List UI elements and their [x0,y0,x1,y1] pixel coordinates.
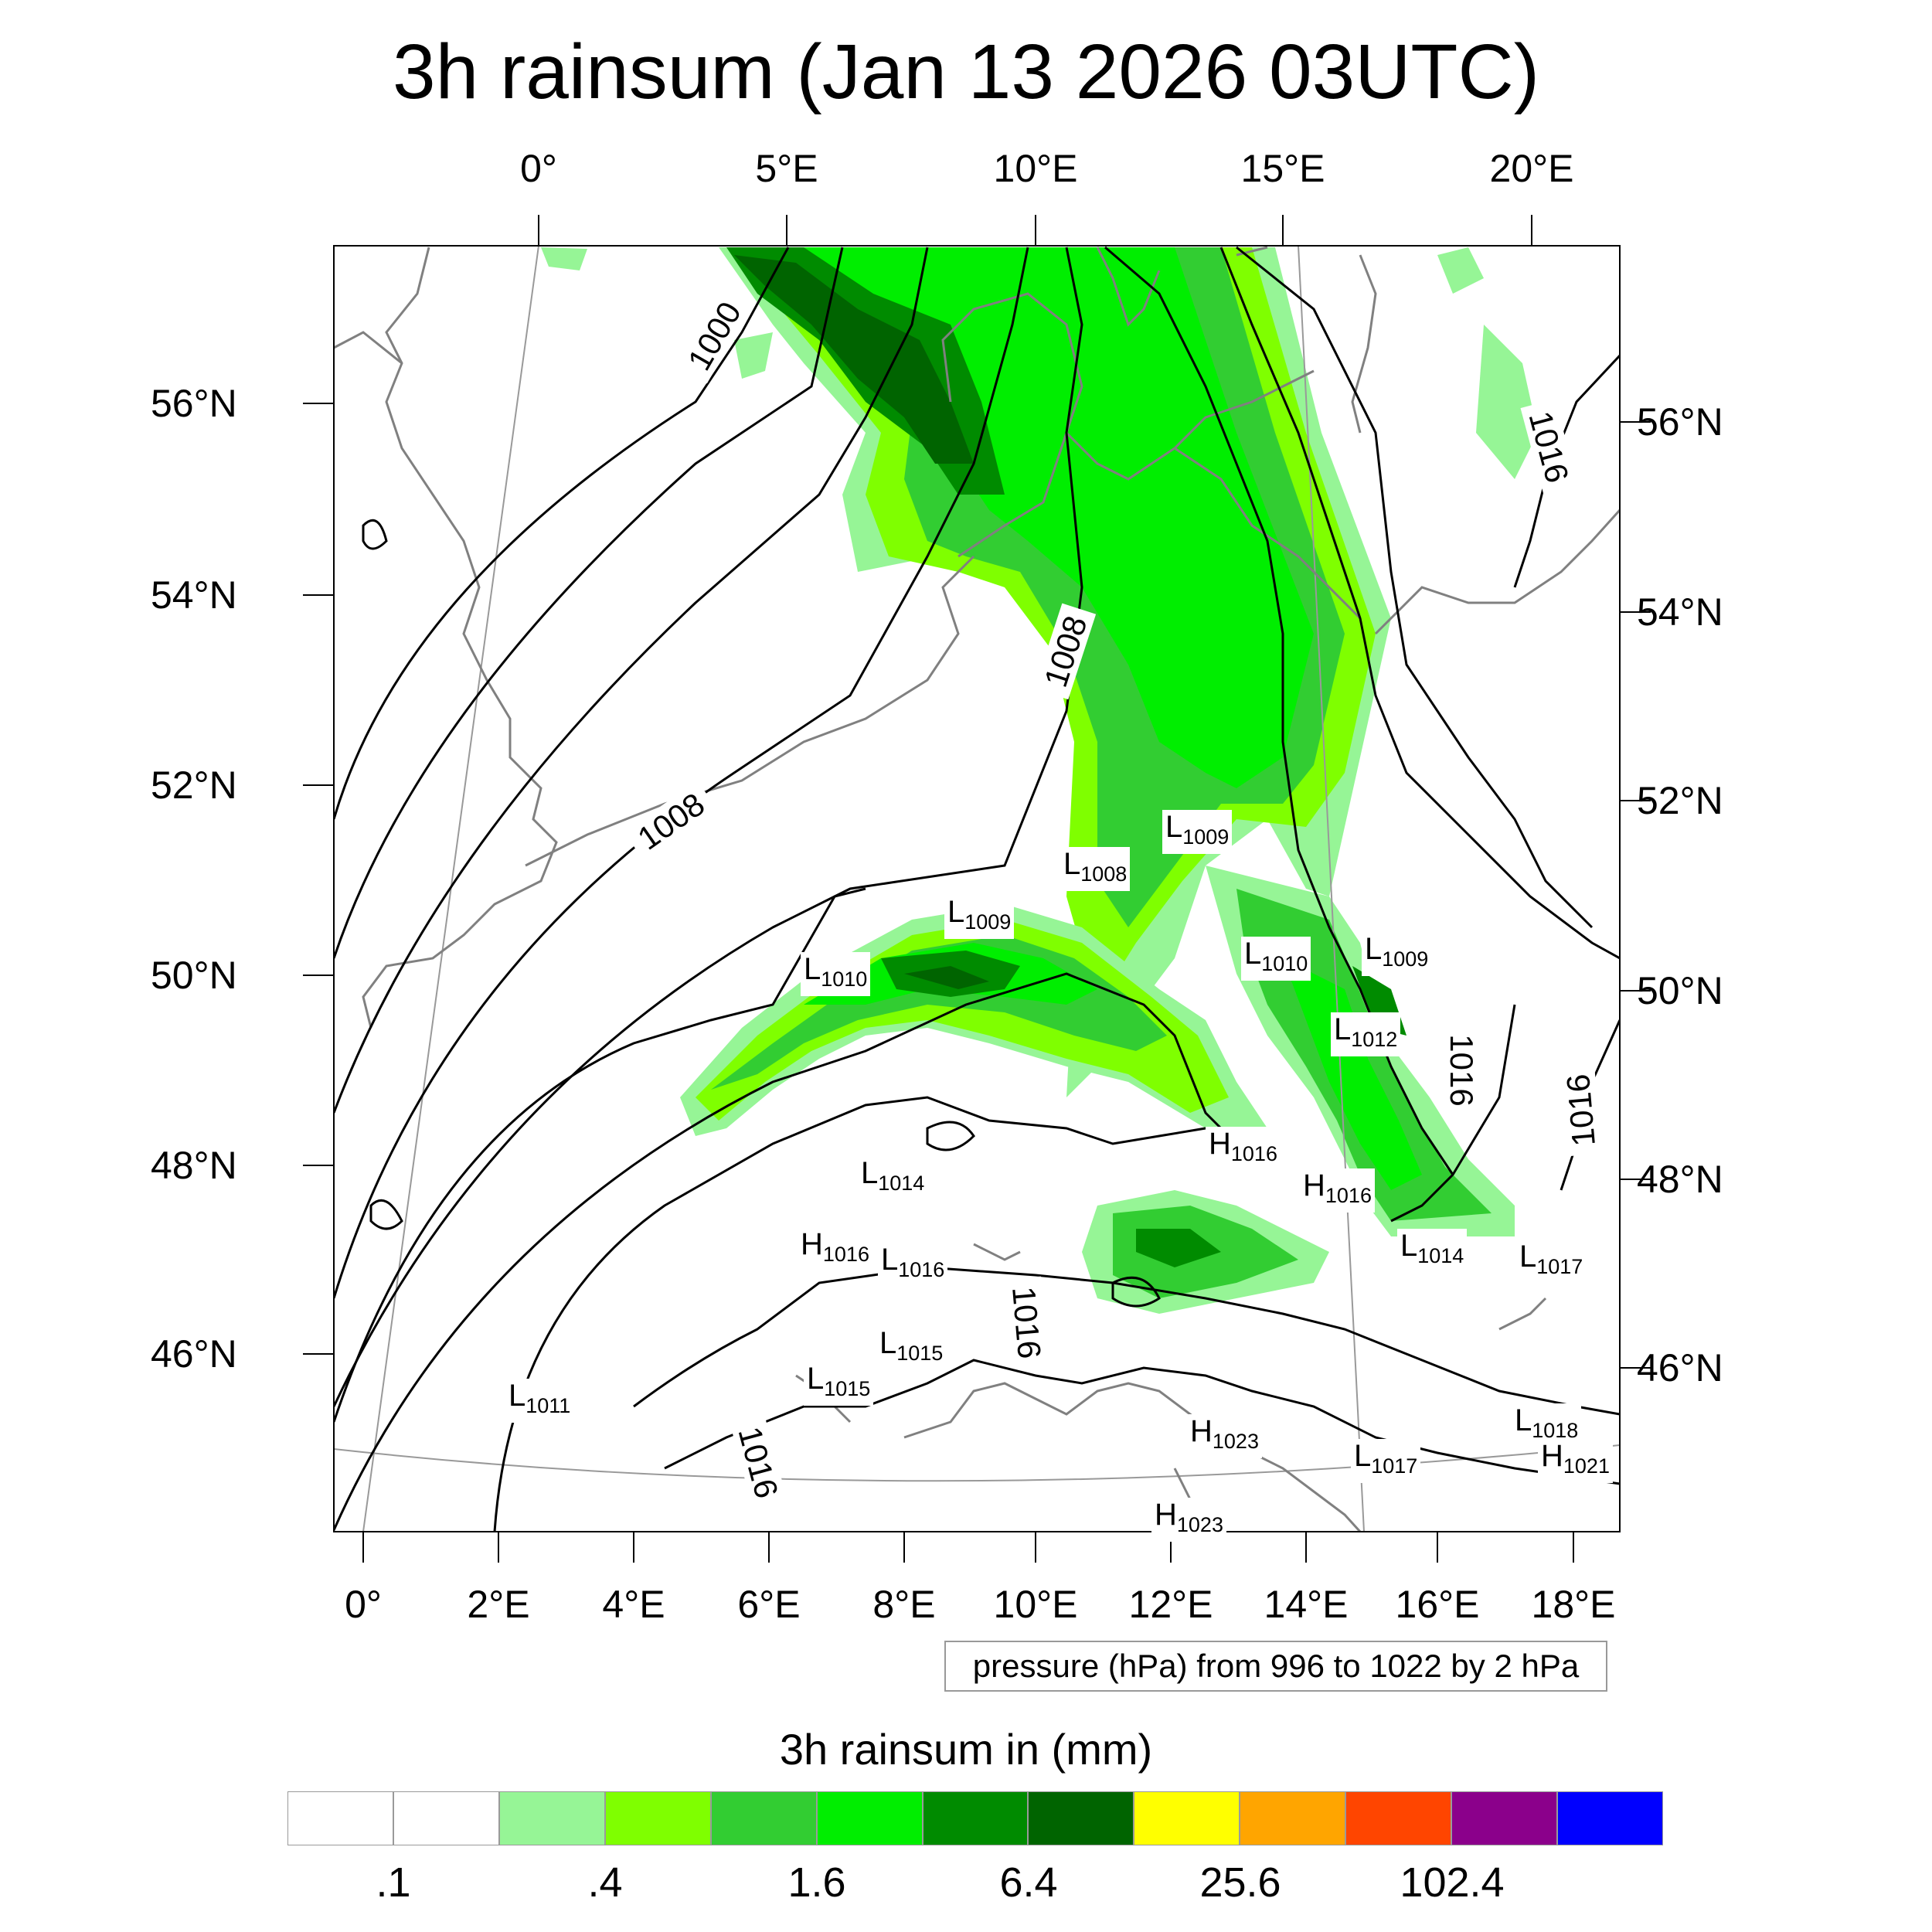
colorbar [287,1791,1663,1845]
pressure-center-high: H1016 [1300,1168,1375,1213]
precip-patch-1 [541,247,587,270]
lat-label: 46°N [151,1332,237,1376]
map-frame [333,245,1621,1532]
lat-label: 50°N [151,954,237,997]
colorbar-swatch [1240,1791,1346,1845]
pressure-center-high: H1023 [1151,1498,1226,1542]
lon-label: 15°E [1240,147,1325,190]
colorbar-swatch [922,1791,1029,1845]
colorbar-title: 3h rainsum in (mm) [779,1725,1153,1774]
contour-label: 1016 [731,1423,785,1502]
colorbar-label: .4 [587,1859,623,1906]
pressure-center-low: L1015 [804,1362,874,1406]
lon-label: 2°E [467,1583,530,1626]
pressure-center-high: H1016 [798,1227,872,1271]
pressure-center-low: L1009 [944,895,1015,939]
lon-label: 4°E [602,1583,665,1626]
pressure-center-low: L1017 [1516,1240,1587,1284]
colorbar-label: 25.6 [1199,1859,1281,1906]
lon-label: 18°E [1531,1583,1616,1626]
lon-label: 10°E [993,1583,1078,1626]
lat-label: 54°N [151,573,237,617]
lon-label: 12°E [1128,1583,1213,1626]
colorbar-swatch [816,1791,923,1845]
pressure-center-high: H1023 [1187,1414,1262,1458]
precip-darkest-north [734,255,974,464]
lon-label: 6°E [737,1583,801,1626]
precip-darkest-west [904,966,989,989]
lat-label: 54°N [1637,590,1723,634]
contour-label: 1016 [1560,1073,1602,1148]
pressure-center-low: L1012 [1331,1012,1401,1056]
lat-label: 56°N [1637,400,1723,444]
pressure-center-low: L1011 [505,1379,574,1423]
colorbar-swatch [393,1791,499,1845]
colorbar-swatch [1451,1791,1558,1845]
pressure-center-low: L1014 [1397,1229,1468,1273]
lat-label: 56°N [151,382,237,425]
colorbar-swatch [1557,1791,1663,1845]
lon-label: 5°E [755,147,818,190]
precip-dark-central [1136,1229,1221,1267]
lon-label: 10°E [993,147,1078,190]
lon-label: 20°E [1489,147,1574,190]
pressure-center-low: L1010 [801,952,871,996]
lat-label: 52°N [151,764,237,807]
precip-lime-west [696,920,1229,1121]
colorbar-label: 102.4 [1400,1859,1505,1906]
lon-label: 0° [520,147,557,190]
precip-patch-4 [1437,247,1484,294]
pressure-center-high: H1016 [1206,1127,1281,1171]
colorbar-label: .1 [376,1859,411,1906]
map-title: 3h rainsum (Jan 13 2026 03UTC) [392,29,1540,115]
colorbar-swatch [1345,1791,1452,1845]
precip-bright-east [1283,958,1422,1190]
lon-label: 16°E [1395,1583,1480,1626]
lat-label: 52°N [1637,779,1723,822]
tick-marks [303,215,1651,1563]
lat-label: 48°N [151,1144,237,1187]
colorbar-swatch [498,1791,605,1845]
contour-label: 1016 [1005,1285,1048,1360]
contour-label: 1016 [1444,1034,1480,1106]
pressure-center-low: L1014 [858,1156,928,1200]
pressure-center-low: L1017 [1351,1439,1421,1483]
pressure-center-low: L1015 [876,1326,947,1370]
pressure-center-high: H1021 [1538,1439,1613,1483]
colorbar-swatch [1028,1791,1134,1845]
colorbar-label: 6.4 [999,1859,1058,1906]
colorbar-swatch [1134,1791,1240,1845]
pressure-info-box: pressure (hPa) from 996 to 1022 by 2 hPa [944,1641,1607,1692]
precip-patch-3 [1476,325,1538,479]
colorbar-swatch [287,1791,393,1845]
lat-label: 48°N [1637,1158,1723,1201]
colorbar-swatch [604,1791,711,1845]
pressure-center-low: L1010 [1241,937,1311,981]
precip-patch-2 [734,332,773,379]
lon-label: 0° [345,1583,382,1626]
lat-label: 46°N [1637,1346,1723,1389]
pressure-center-low: L1016 [878,1243,948,1287]
lat-label: 50°N [1637,969,1723,1012]
lon-label: 8°E [872,1583,936,1626]
colorbar-label: 1.6 [787,1859,846,1906]
lon-label: 14°E [1264,1583,1349,1626]
pressure-center-low: L1009 [1362,932,1432,976]
pressure-center-low: L1008 [1060,847,1131,891]
colorbar-swatch [710,1791,817,1845]
pressure-center-low: L1009 [1162,810,1233,854]
